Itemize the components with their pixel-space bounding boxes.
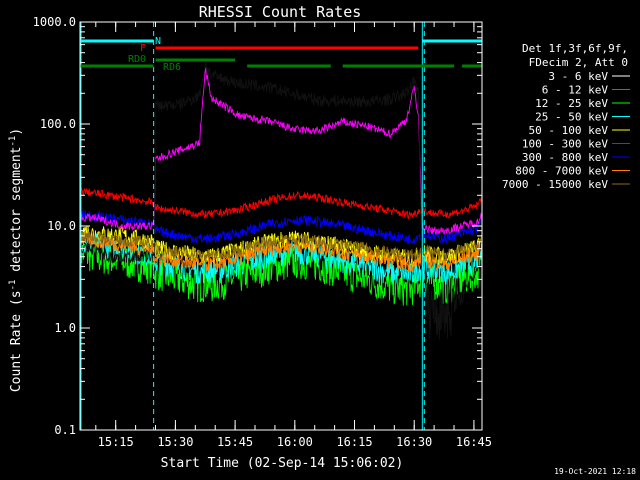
legend-label: 50 - 100 keV [529,124,609,137]
timestamp: 19-Oct-2021 12:18 [554,467,636,476]
legend-label: 6 - 12 keV [542,84,609,97]
legend-header-line: Det 1f,3f,6f,9f, [522,42,628,55]
x-tick-label: 16:30 [396,435,432,449]
flare-label: F [140,43,146,54]
chart-title: RHESSI Count Rates [199,3,362,21]
rd6-label: RD6 [163,62,181,73]
legend-label: 7000 - 15000 keV [502,178,608,191]
y-tick-label: 1000.0 [33,15,76,29]
legend-label: 800 - 7000 keV [515,165,608,178]
y-axis-label-sup: -1 [8,136,18,147]
legend: Det 1f,3f,6f,9f, FDecim 2, Att 0 3 - 6 k… [502,42,630,191]
y-axis-label-part: ) [9,128,24,136]
x-tick-label: 16:00 [277,435,313,449]
x-tick-label: 16:45 [456,435,492,449]
y-tick-label: 1.0 [54,321,76,335]
x-tick-label: 16:15 [336,435,372,449]
y-axis-label-part: Count Rate (s [9,290,24,392]
series-line [79,230,483,261]
legend-label: 100 - 300 keV [522,138,608,151]
x-axis-label: Start Time (02-Sep-14 15:06:02) [161,456,404,471]
y-tick-label: 100.0 [40,117,76,131]
x-tick-label: 15:30 [157,435,193,449]
legend-header-line: FDecim 2, Att 0 [529,56,628,69]
y-axis-label-sup: -1 [8,280,18,291]
series-line [79,61,483,340]
legend-label: 3 - 6 keV [548,70,608,83]
y-axis-label: Count Rate (s-1 detector segment-1) [8,128,24,392]
legend-label: 25 - 50 keV [535,111,608,124]
night-label: N [155,36,161,47]
y-axis-label-part: detector segment [9,147,24,280]
y-tick-label: 10.0 [47,219,76,233]
x-tick-label: 15:15 [98,435,134,449]
x-tick-label: 15:45 [217,435,253,449]
legend-label: 12 - 25 keV [535,97,608,110]
series-line [79,67,483,235]
axes: 0.1 1.0 10.0 100.0 1000.0 15:15 15:30 15:45 16:0… [33,15,492,449]
legend-label: 300 - 800 keV [522,151,608,164]
series-line [79,187,483,220]
rd0-label: RD0 [128,54,146,65]
y-tick-label: 0.1 [54,423,76,437]
